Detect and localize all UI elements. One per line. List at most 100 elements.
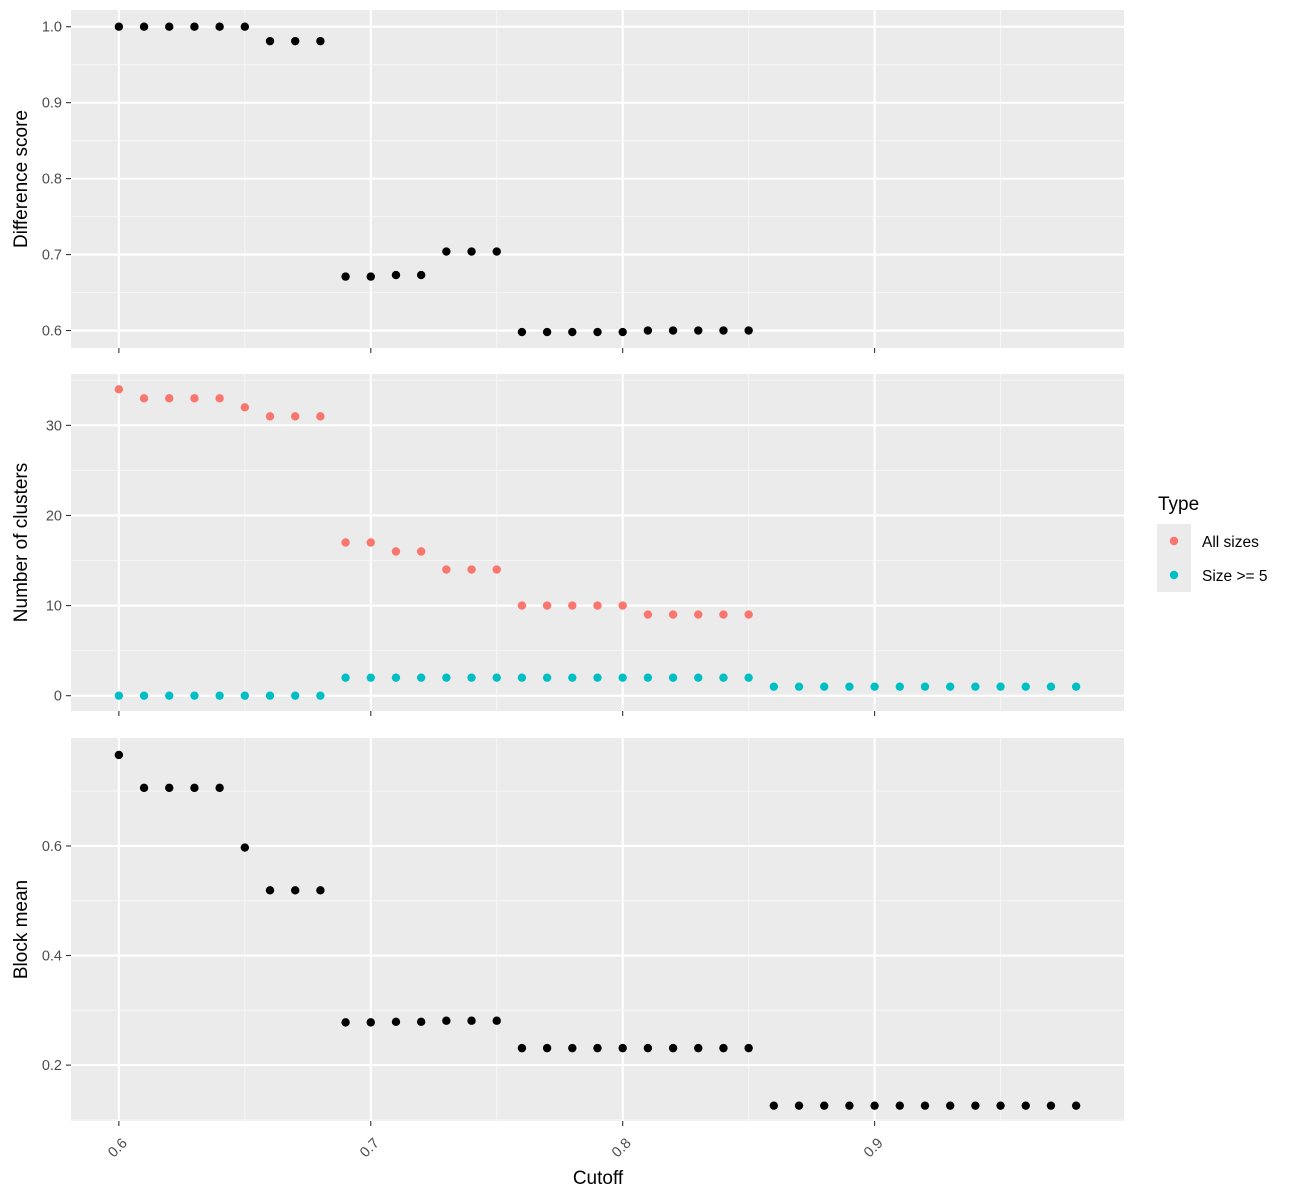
data-point bbox=[895, 1101, 904, 1110]
data-point bbox=[291, 691, 300, 700]
data-point bbox=[920, 1101, 930, 1110]
data-point bbox=[139, 22, 149, 31]
data-point bbox=[316, 886, 325, 895]
data-point bbox=[190, 691, 199, 700]
data-point bbox=[467, 673, 476, 682]
data-point bbox=[694, 1043, 703, 1053]
y-tick-label: 20 bbox=[46, 508, 62, 524]
panel-background bbox=[71, 738, 1124, 1121]
data-point bbox=[593, 601, 602, 610]
data-point bbox=[240, 843, 250, 852]
data-point bbox=[643, 326, 653, 335]
data-point bbox=[1046, 682, 1056, 691]
data-point bbox=[542, 673, 552, 682]
data-point bbox=[391, 547, 401, 556]
data-point bbox=[1071, 1101, 1081, 1110]
data-point bbox=[719, 610, 728, 619]
data-point bbox=[316, 36, 325, 46]
chart-panels: 0.6 0.7 0.8 0.9 1.0 Difference score 0 10 20 30 Nu… bbox=[11, 10, 1124, 1161]
data-point bbox=[291, 886, 300, 895]
data-point bbox=[517, 327, 527, 337]
data-point bbox=[341, 538, 350, 547]
data-point bbox=[467, 247, 476, 256]
data-point bbox=[568, 327, 577, 337]
data-point bbox=[316, 412, 325, 421]
data-point bbox=[769, 1101, 779, 1110]
data-point bbox=[618, 1043, 627, 1053]
data-point bbox=[618, 327, 627, 337]
data-point bbox=[593, 327, 602, 337]
data-point bbox=[341, 673, 350, 682]
data-point bbox=[366, 673, 375, 682]
data-point bbox=[165, 22, 174, 31]
data-point bbox=[618, 673, 627, 682]
data-point bbox=[492, 1016, 501, 1025]
data-point bbox=[996, 1101, 1005, 1110]
series-size-5 bbox=[114, 673, 1081, 700]
data-point bbox=[517, 673, 527, 682]
y-tick-label: 0.4 bbox=[42, 949, 62, 965]
x-axis-title: Cutoff bbox=[573, 1168, 624, 1189]
data-point bbox=[794, 682, 804, 691]
data-point bbox=[668, 326, 678, 335]
data-point bbox=[568, 673, 577, 682]
data-point bbox=[694, 610, 703, 619]
data-point bbox=[971, 1101, 980, 1110]
y-tick-label: 0.6 bbox=[42, 324, 62, 340]
data-point bbox=[719, 1043, 728, 1053]
legend-key-size-5 bbox=[1169, 570, 1179, 580]
legend-label-all-sizes: All sizes bbox=[1202, 534, 1259, 551]
x-tick-label: 0.8 bbox=[609, 1135, 635, 1161]
data-point bbox=[165, 394, 174, 403]
panel-clusters: 0 10 20 30 Number of clusters bbox=[11, 374, 1124, 716]
data-point bbox=[492, 247, 501, 256]
data-point bbox=[643, 673, 653, 682]
data-point bbox=[744, 610, 753, 619]
series-difference bbox=[114, 22, 753, 337]
data-point bbox=[291, 36, 300, 46]
legend: Type All sizes Size >= 5 bbox=[1157, 494, 1268, 592]
series-blockmean bbox=[114, 750, 1081, 1110]
data-point bbox=[215, 783, 224, 793]
data-point bbox=[694, 673, 703, 682]
data-point bbox=[845, 1101, 854, 1110]
data-point bbox=[391, 673, 401, 682]
data-point bbox=[114, 691, 124, 700]
data-point bbox=[165, 783, 174, 793]
data-point bbox=[240, 22, 250, 31]
data-point bbox=[593, 673, 602, 682]
x-tick-label: 0.9 bbox=[861, 1135, 887, 1161]
y-tick-label: 0.8 bbox=[42, 172, 62, 188]
panel-difference: 0.6 0.7 0.8 0.9 1.0 Difference score bbox=[11, 10, 1124, 353]
data-point bbox=[139, 394, 149, 403]
y-axis-title: Block mean bbox=[11, 880, 32, 979]
data-point bbox=[568, 601, 577, 610]
data-point bbox=[744, 673, 753, 682]
data-point bbox=[568, 1043, 577, 1053]
data-point bbox=[467, 565, 476, 574]
data-point bbox=[1046, 1101, 1056, 1110]
data-point bbox=[165, 691, 174, 700]
data-point bbox=[542, 327, 552, 337]
data-point bbox=[895, 682, 904, 691]
data-point bbox=[265, 36, 275, 46]
data-point bbox=[139, 691, 149, 700]
data-point bbox=[114, 22, 124, 31]
data-point bbox=[668, 1043, 678, 1053]
data-point bbox=[442, 1016, 451, 1025]
data-point bbox=[240, 403, 250, 412]
data-point bbox=[618, 601, 627, 610]
y-tick-label: 0.7 bbox=[42, 248, 62, 264]
data-point bbox=[694, 326, 703, 335]
data-point bbox=[341, 272, 350, 281]
data-point bbox=[215, 394, 224, 403]
series-all-sizes bbox=[114, 385, 753, 619]
data-point bbox=[316, 691, 325, 700]
data-point bbox=[190, 783, 199, 793]
data-point bbox=[442, 247, 451, 256]
data-point bbox=[794, 1101, 804, 1110]
panel-background bbox=[71, 374, 1124, 711]
y-tick-label: 10 bbox=[46, 599, 62, 615]
data-point bbox=[366, 1018, 375, 1027]
